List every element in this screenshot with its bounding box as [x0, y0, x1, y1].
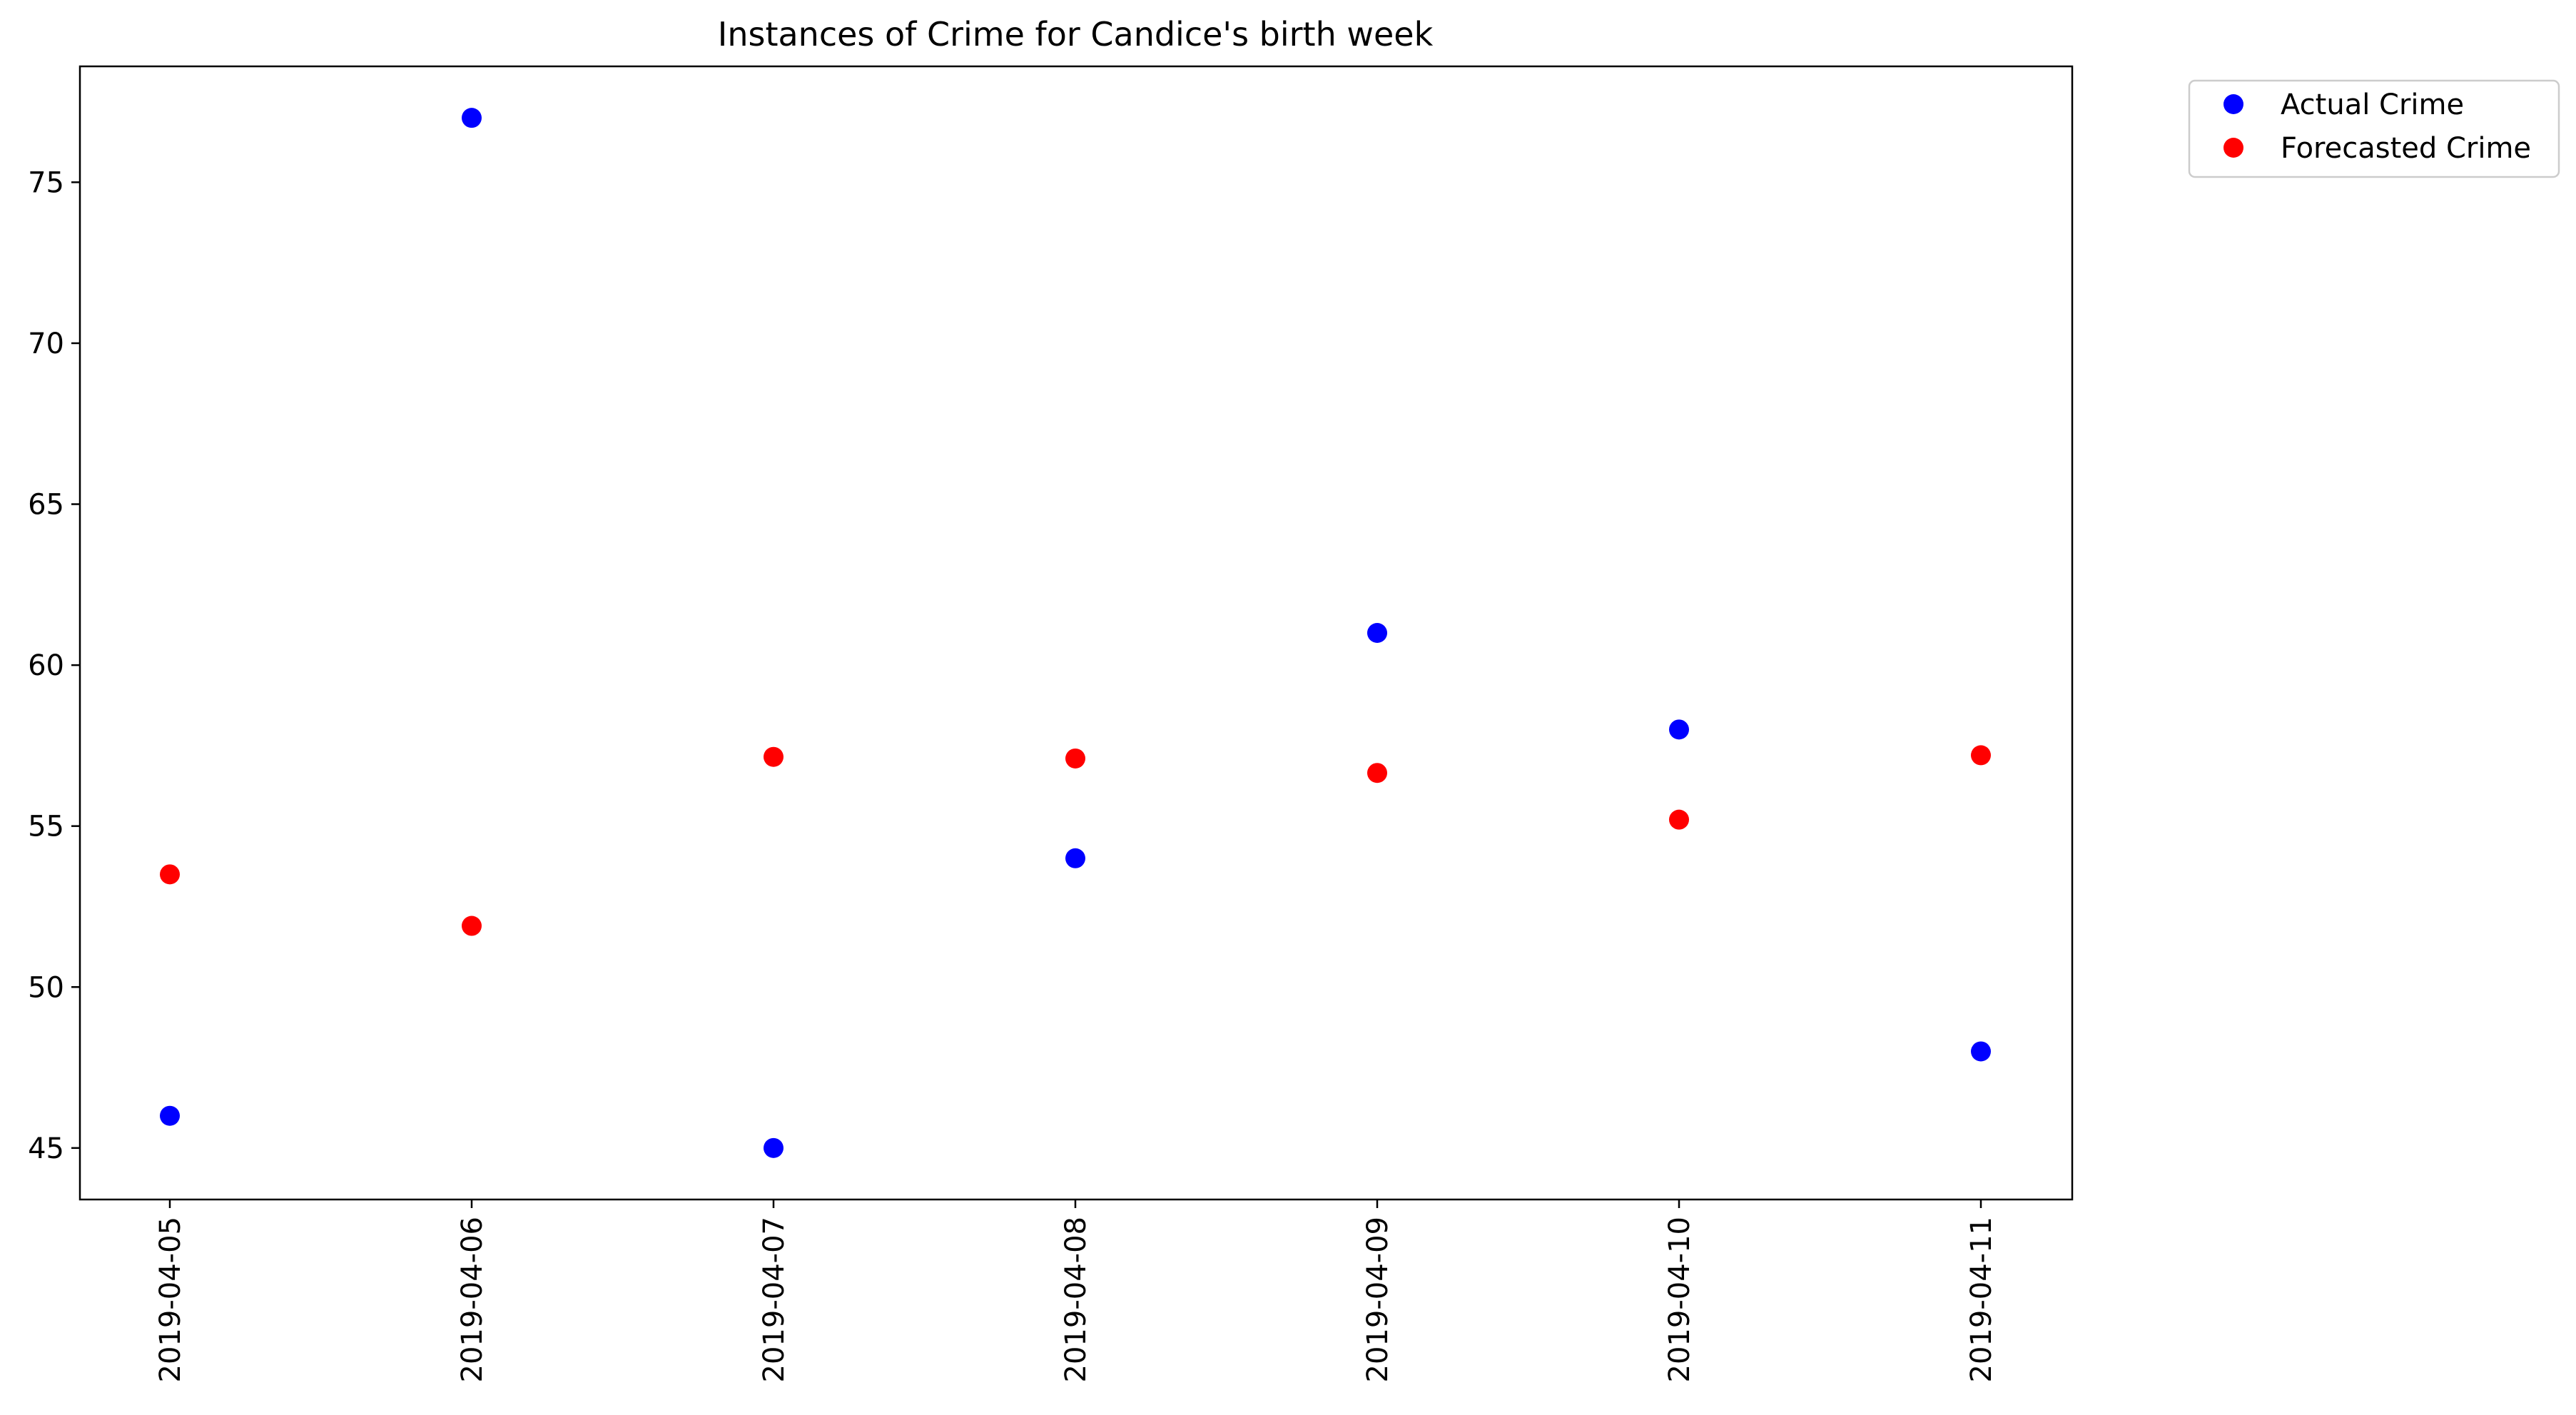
forecasted-crime-point: [1367, 763, 1387, 783]
forecasted-crime-point: [160, 864, 180, 885]
x-tick-label: 2019-04-05: [154, 1217, 187, 1382]
x-tick-label: 2019-04-06: [456, 1217, 489, 1382]
forecasted-crime-point: [1065, 748, 1085, 769]
actual-crime-point: [1367, 623, 1387, 643]
chart-title: Instances of Crime for Candice's birth w…: [718, 15, 1434, 54]
actual-crime-point: [1669, 719, 1689, 740]
forecasted-crime-point: [1971, 745, 1991, 766]
legend-marker-forecasted: [2223, 138, 2243, 158]
x-axis: 2019-04-05 2019-04-06 2019-04-07 2019-04-08…: [154, 1200, 1998, 1382]
y-tick-label: 50: [28, 971, 64, 1004]
y-tick-label: 45: [28, 1132, 64, 1165]
actual-crime-point: [462, 108, 482, 128]
legend-marker-actual: [2223, 94, 2243, 114]
forecasted-crime-point: [1669, 809, 1689, 830]
y-tick-label: 65: [28, 489, 64, 522]
data-points: [160, 108, 1991, 1158]
y-tick-label: 75: [28, 166, 64, 199]
plot-area-frame: [78, 65, 2074, 1201]
x-tick-label: 2019-04-11: [1965, 1217, 1998, 1382]
y-tick-label: 70: [28, 328, 64, 360]
y-tick-label: 60: [28, 649, 64, 682]
y-tick-label: 55: [28, 811, 64, 843]
x-tick-label: 2019-04-08: [1060, 1217, 1092, 1382]
legend: Actual Crime Forecasted Crime: [2188, 79, 2560, 178]
legend-label-actual: Actual Crime: [2281, 88, 2464, 121]
legend-label-forecasted: Forecasted Crime: [2281, 132, 2531, 165]
x-tick-label: 2019-04-07: [758, 1217, 791, 1382]
actual-crime-point: [1065, 848, 1085, 868]
x-tick-label: 2019-04-09: [1361, 1217, 1394, 1382]
actual-crime-point: [1971, 1041, 1991, 1062]
actual-crime-point: [160, 1105, 180, 1126]
forecasted-crime-point: [462, 916, 482, 936]
legend-box: [2188, 79, 2560, 178]
y-axis: 45 50 55 60 65 70 75: [28, 166, 80, 1165]
actual-crime-point: [764, 1137, 784, 1158]
forecasted-crime-point: [764, 746, 784, 767]
x-tick-label: 2019-04-10: [1663, 1217, 1696, 1382]
